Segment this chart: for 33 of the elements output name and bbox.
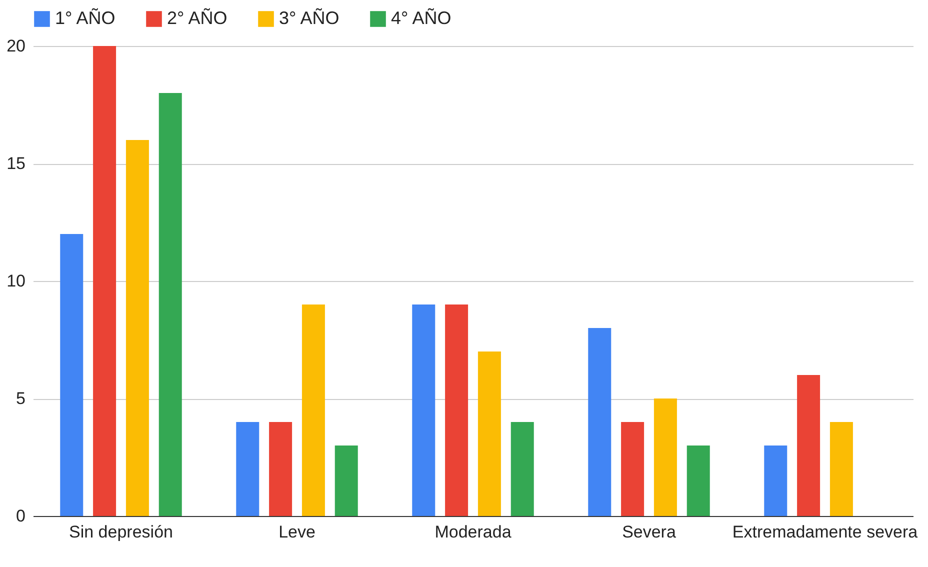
bar: [126, 140, 149, 516]
y-tick-label: 20: [6, 36, 26, 56]
bar: [478, 352, 501, 516]
bar: [621, 422, 644, 516]
bar: [334, 446, 358, 516]
bar: [764, 446, 788, 516]
x-tick-label: Severa: [622, 522, 676, 542]
bar: [158, 93, 182, 516]
bar: [510, 422, 534, 516]
bar: [797, 375, 820, 516]
legend-label: 4° AÑO: [391, 8, 452, 28]
legend-label: 1° AÑO: [55, 8, 116, 28]
bar: [236, 422, 260, 516]
y-tick-label: 5: [16, 389, 26, 408]
bar: [445, 304, 468, 516]
bar: [654, 398, 677, 516]
x-tick-label: Leve: [278, 522, 316, 542]
bar: [830, 422, 853, 516]
y-tick-label: 15: [6, 154, 26, 173]
legend-label: 2° AÑO: [167, 8, 228, 28]
legend-label: 3° AÑO: [279, 8, 340, 28]
bar: [302, 304, 325, 516]
bar: [93, 46, 116, 516]
bar: [269, 422, 292, 516]
x-tick-label: Extremadamente severa: [732, 522, 918, 542]
y-tick-label: 0: [16, 506, 26, 526]
x-tick-label: Moderada: [434, 522, 512, 542]
bar: [686, 446, 710, 516]
x-tick-label: Sin depresión: [69, 522, 173, 542]
bar: [60, 234, 84, 516]
bar: [588, 328, 612, 516]
y-tick-label: 10: [6, 272, 26, 290]
bar: [412, 304, 436, 516]
